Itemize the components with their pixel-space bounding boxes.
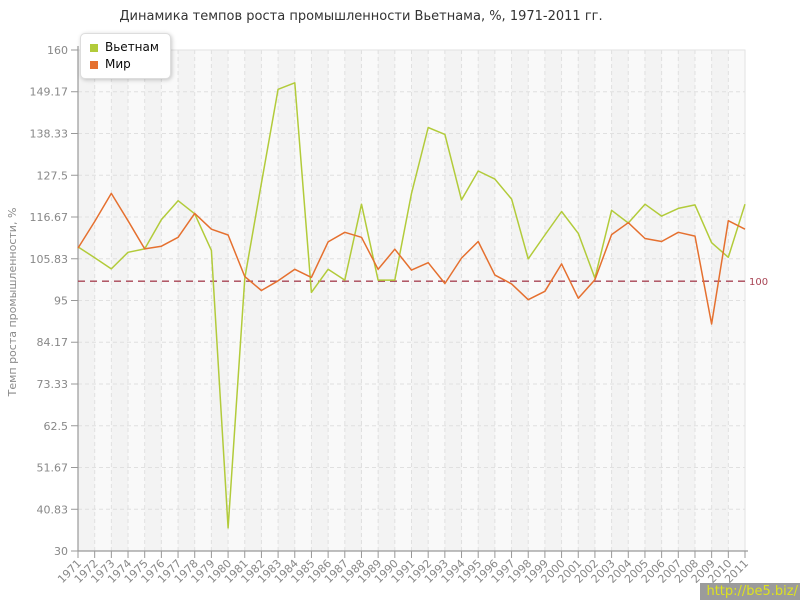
legend-item-vietnam: Вьетнам [90, 39, 159, 56]
legend-swatch-vietnam-icon [90, 43, 98, 52]
y-gridlines [78, 49, 745, 510]
reference-line-label: 100 [749, 277, 768, 288]
y-ticks [71, 49, 78, 552]
y-tick-label: 149.17 [30, 86, 69, 99]
y-tick-label: 62.5 [44, 420, 69, 433]
plot-band [278, 50, 295, 551]
legend-swatch-world-icon [90, 60, 98, 69]
y-tick-label: 51.67 [37, 461, 69, 474]
watermark-link[interactable]: http://be5.biz/ [700, 583, 800, 600]
y-tick-label: 160 [47, 44, 68, 57]
legend: Вьетнам Мир [80, 33, 171, 79]
y-tick-label: 127.5 [37, 169, 69, 182]
y-tick-label: 138.33 [30, 128, 69, 141]
series-line-vietnam [77, 82, 746, 529]
y-tick-label: 84.17 [37, 336, 69, 349]
y-tick-label: 95 [54, 295, 68, 308]
series-line-world [77, 192, 746, 325]
y-tick-label: 30 [54, 545, 68, 558]
x-ticks [77, 551, 746, 558]
legend-label-world: Мир [105, 57, 131, 71]
y-tick-labels: 30 40.83 51.67 62.5 73.33 84.17 95 105.83 116.67… [30, 44, 69, 558]
y-tick-label: 40.83 [37, 503, 69, 516]
y-tick-label: 116.67 [30, 211, 69, 224]
y-tick-label: 105.83 [30, 253, 69, 266]
y-tick-label: 73.33 [37, 378, 69, 391]
chart-title: Динамика темпов роста промышленности Вье… [119, 9, 603, 24]
legend-label-vietnam: Вьетнам [105, 40, 159, 54]
x-tick-labels: 1971197219731974197519761977197819791980… [55, 557, 751, 586]
legend-item-world: Мир [90, 56, 159, 73]
